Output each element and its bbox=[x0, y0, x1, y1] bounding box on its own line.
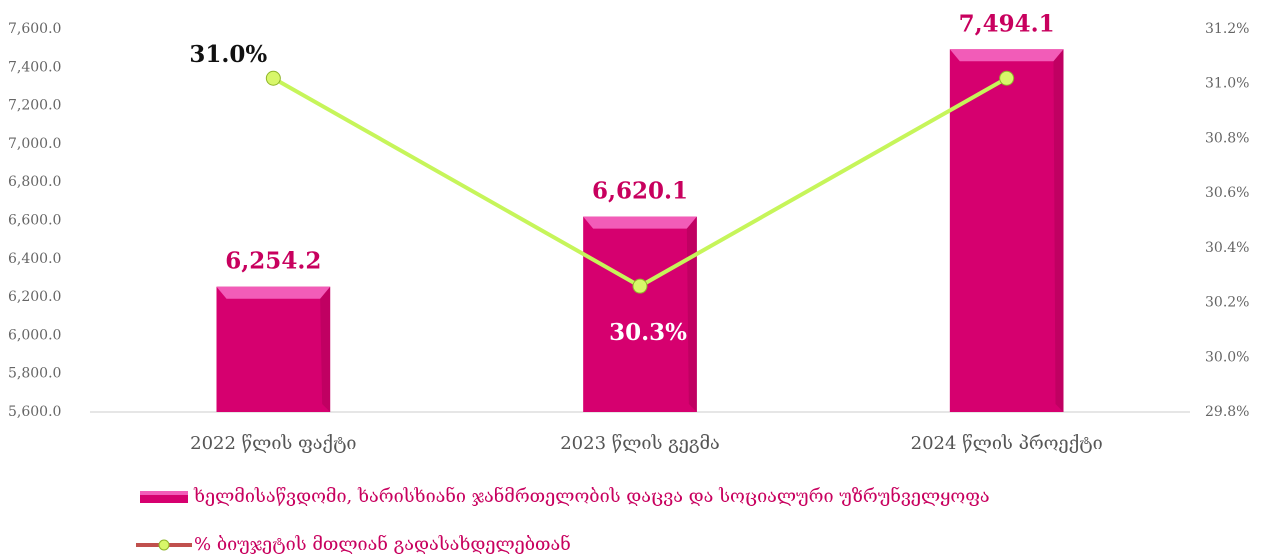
bar-bevel bbox=[216, 286, 331, 299]
line-point bbox=[632, 278, 648, 294]
y2-tick-label: 29.8% bbox=[1205, 404, 1249, 420]
legend-label: ხელმისაწვდომი, ხარისხიანი ჯანმრთელობის დ… bbox=[193, 485, 990, 507]
y-tick-label: 7,400.0 bbox=[8, 59, 61, 75]
bar-value-label: 6,254.2 bbox=[225, 248, 321, 275]
bar-side bbox=[320, 286, 331, 412]
y2-tick-label: 30.4% bbox=[1205, 240, 1249, 256]
line-value-label: 31.0% bbox=[189, 41, 267, 68]
y-tick-label: 6,400.0 bbox=[8, 251, 61, 267]
line-value-label: 30.3% bbox=[609, 319, 687, 346]
bar-side bbox=[686, 216, 697, 412]
legend-swatch-point bbox=[158, 539, 170, 551]
y-tick-label: 6,600.0 bbox=[8, 213, 61, 229]
bar-bevel bbox=[949, 49, 1064, 62]
y-tick-label: 6,000.0 bbox=[8, 327, 61, 343]
y2-tick-label: 31.2% bbox=[1205, 21, 1249, 37]
bar bbox=[216, 286, 331, 412]
y2-tick-label: 30.6% bbox=[1205, 185, 1249, 201]
line-point bbox=[999, 70, 1015, 86]
legend-label: % ბიუჯეტის მთლიან გადასახდელებთან bbox=[194, 533, 571, 555]
bar bbox=[949, 49, 1064, 413]
y-tick-label: 7,600.0 bbox=[8, 21, 61, 37]
bar-value-label: 7,494.1 bbox=[959, 10, 1055, 37]
bar-bevel bbox=[583, 216, 697, 229]
line-point bbox=[265, 70, 281, 86]
legend-swatch-top bbox=[140, 491, 188, 495]
y2-tick-label: 31.0% bbox=[1205, 76, 1249, 92]
bar-side bbox=[1053, 49, 1064, 413]
y-tick-label: 7,000.0 bbox=[8, 136, 61, 152]
y-tick-label: 5,800.0 bbox=[8, 366, 61, 382]
y2-tick-label: 30.0% bbox=[1205, 349, 1249, 365]
y2-tick-label: 30.8% bbox=[1205, 130, 1249, 146]
x-tick-label: 2023 წლის გეგმა bbox=[560, 433, 720, 454]
y2-tick-label: 30.2% bbox=[1205, 295, 1249, 311]
y-tick-label: 6,200.0 bbox=[8, 289, 61, 305]
bar-value-label: 6,620.1 bbox=[592, 178, 688, 205]
y-tick-label: 5,600.0 bbox=[8, 404, 61, 420]
y-tick-label: 6,800.0 bbox=[8, 174, 61, 190]
y-tick-label: 7,200.0 bbox=[8, 98, 61, 114]
x-tick-label: 2022 წლის ფაქტი bbox=[190, 433, 356, 454]
x-tick-label: 2024 წლის პროექტი bbox=[911, 433, 1103, 454]
bar bbox=[583, 216, 697, 412]
